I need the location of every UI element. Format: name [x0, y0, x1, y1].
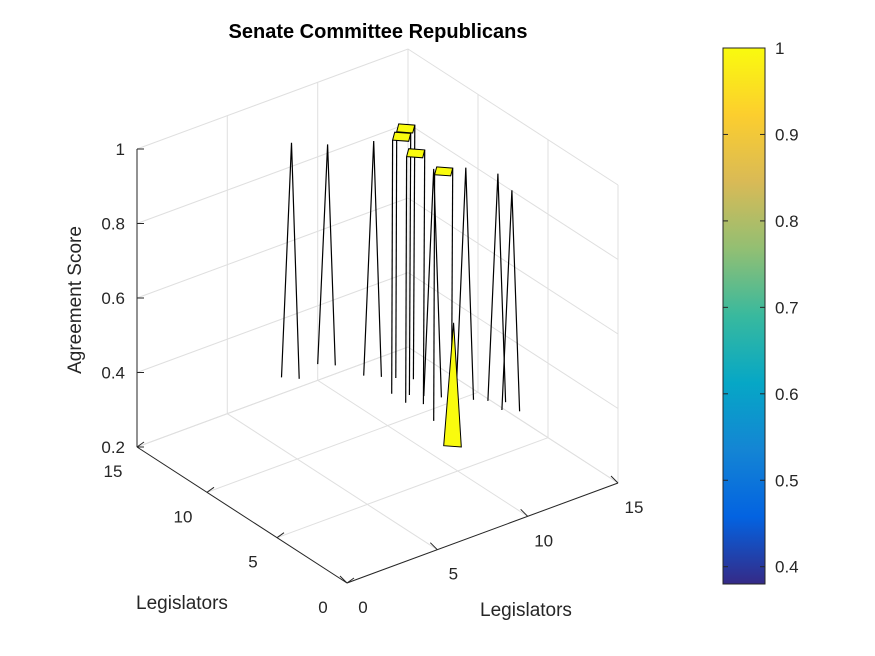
z-tick-label: 0.8	[101, 215, 125, 234]
surface-spike-4	[423, 168, 442, 398]
x-tick-label: 0	[358, 598, 367, 617]
z-tick-label: 1	[116, 140, 125, 159]
surface-edge	[408, 133, 412, 396]
colorbar-tick-label: 0.4	[775, 558, 799, 577]
surface-spike-0	[317, 144, 336, 366]
grid-line-z-4	[136, 48, 619, 186]
x-tick-mark	[520, 508, 529, 517]
colorbar-tick-label: 0.7	[775, 298, 799, 317]
colorbar-tick-label: 0.6	[775, 385, 799, 404]
y-tick-mark	[206, 486, 215, 493]
x-tick-mark	[339, 575, 348, 584]
surface-spike-8	[501, 190, 521, 412]
surface-peak-7	[391, 131, 412, 142]
x-axis-label: Legislators	[480, 600, 572, 621]
surface-peak-11	[443, 322, 462, 448]
grid-line-z-0	[136, 346, 619, 484]
grid-line-x-0	[136, 149, 348, 584]
z-tick-label: 0.6	[101, 289, 125, 308]
y-tick-mark	[276, 532, 285, 539]
surface-spike-6	[487, 173, 507, 403]
surface-peak-10	[433, 166, 454, 177]
surface-edge	[422, 149, 426, 405]
x-tick-label: 10	[534, 531, 553, 550]
surface-mesh	[280, 123, 521, 448]
y-tick-label: 10	[174, 507, 193, 526]
surface-spike-5	[455, 167, 475, 400]
surface-edge	[395, 131, 398, 379]
z-tick-label: 0.2	[101, 438, 125, 457]
colorbar-gradient	[722, 47, 766, 585]
x-tick-label: 5	[449, 565, 458, 584]
z-tick-label: 0.4	[101, 364, 125, 383]
x-axis-line	[346, 482, 619, 584]
surface-peak-9	[405, 148, 426, 159]
colorbar-tick-label: 0.8	[775, 212, 799, 231]
surface-spike-1	[363, 140, 382, 377]
surface-spike-3	[280, 142, 300, 379]
x-tick-mark	[610, 475, 619, 484]
y-tick-label: 15	[104, 462, 123, 481]
grid-layer	[136, 48, 619, 584]
z-axis-label: Agreement Score	[65, 226, 86, 374]
surface-edge	[405, 156, 408, 403]
y-axis-label: Legislators	[136, 593, 228, 614]
surface-edge	[391, 140, 394, 394]
tick-labels: 0 5 10 15 0 5 10 15 0.2 0.4 0.6 0.8 1	[101, 140, 643, 617]
grid-line-z-1	[136, 271, 619, 409]
chart-title: Senate Committee Republicans	[229, 21, 528, 43]
colorbar-tick-label: 0.5	[775, 471, 799, 490]
axis-layer	[136, 148, 619, 584]
x-tick-label: 15	[625, 498, 644, 517]
colorbar-tick-label: 1	[775, 39, 784, 58]
colorbar-tick-label: 0.9	[775, 125, 799, 144]
x-tick-mark	[429, 542, 438, 551]
y-tick-mark	[136, 441, 145, 448]
surface-peak-2	[396, 123, 416, 134]
surface-edge	[433, 174, 436, 421]
surface-edge	[412, 125, 416, 380]
grid-line-y-0	[346, 185, 619, 584]
colorbar: 0.4 0.5 0.6 0.7 0.8 0.9 1	[722, 39, 799, 585]
y-tick-label: 0	[318, 598, 327, 617]
y-tick-mark	[346, 577, 355, 584]
y-tick-label: 5	[248, 553, 257, 572]
grid-line-x-2	[317, 82, 528, 517]
colorbar-ticks: 0.4 0.5 0.6 0.7 0.8 0.9 1	[723, 39, 799, 577]
y-axis-line	[136, 446, 348, 584]
